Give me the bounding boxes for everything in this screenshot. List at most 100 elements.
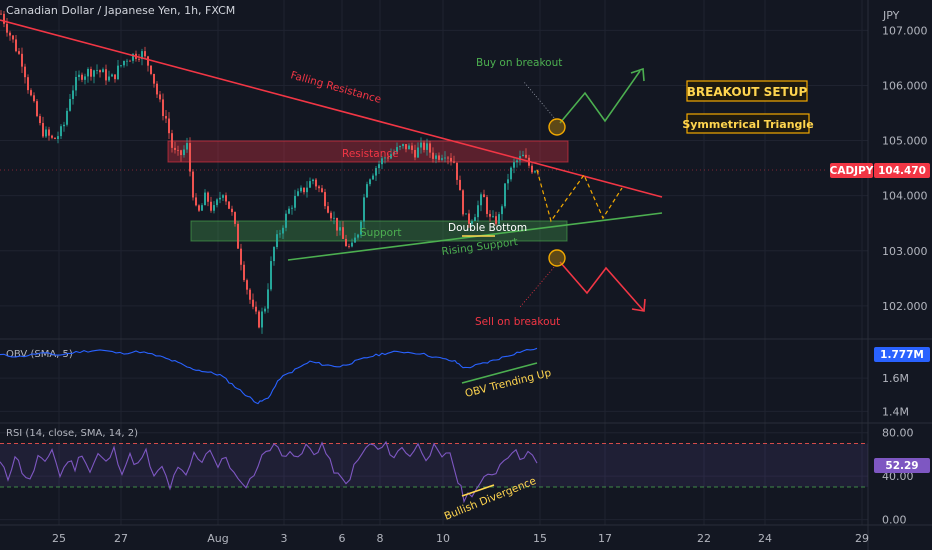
candle-body — [102, 69, 104, 73]
candle-body — [417, 147, 419, 158]
candle-body — [117, 65, 119, 80]
resistance-zone — [167, 140, 569, 163]
candle-body — [51, 135, 53, 138]
candle-body — [366, 184, 368, 198]
sell-arrow — [559, 261, 646, 312]
candle-body — [318, 186, 320, 189]
candle-body — [45, 129, 47, 137]
rsi-tick-label: 40.00 — [882, 470, 914, 483]
candle-body — [339, 227, 341, 231]
candle-body — [504, 183, 506, 207]
price-tick-label: 104.000 — [882, 190, 928, 203]
candle-body — [444, 157, 446, 159]
candle-body — [522, 154, 524, 157]
time-tick-label: 10 — [436, 532, 450, 545]
obv-value-text: 1.777M — [880, 349, 924, 361]
candle-body — [441, 158, 443, 160]
candle-body — [372, 175, 374, 180]
candle-body — [228, 201, 230, 209]
candle-body — [384, 157, 386, 159]
buy-arrow — [559, 67, 645, 124]
candle-body — [264, 308, 266, 312]
candle-body — [369, 179, 371, 185]
candle-body — [471, 220, 473, 224]
candle-body — [321, 188, 323, 193]
candle-body — [129, 60, 131, 62]
price-tick-label: 107.000 — [882, 24, 928, 37]
candle-body — [186, 143, 188, 150]
candle-body — [405, 144, 407, 150]
candle-body — [420, 142, 422, 148]
rsi-value-text: 52.29 — [885, 460, 918, 472]
candle-body — [81, 74, 83, 80]
candle-body — [525, 154, 527, 158]
candle-body — [333, 217, 335, 219]
candle-body — [201, 205, 203, 211]
candle-body — [462, 190, 464, 215]
candle-body — [213, 205, 215, 211]
candle-body — [363, 197, 365, 222]
candle-body — [231, 208, 233, 213]
time-tick-label: 27 — [114, 532, 128, 545]
candle-body — [426, 143, 428, 150]
candle-body — [177, 149, 179, 151]
candle-body — [18, 51, 20, 54]
candle-body — [501, 206, 503, 215]
candle-body — [66, 110, 68, 125]
candle-body — [69, 98, 71, 111]
candle-body — [48, 129, 50, 136]
candle-body — [78, 74, 80, 78]
time-tick-label: 3 — [281, 532, 288, 545]
candle-body — [234, 212, 236, 224]
candle-body — [99, 70, 101, 73]
sell-breakout-marker — [548, 249, 566, 267]
candle-body — [192, 171, 194, 198]
candle-body — [210, 201, 212, 211]
candle-body — [429, 143, 431, 153]
pattern-box: Symmetrical Triangle — [682, 113, 814, 134]
candle-body — [15, 39, 17, 52]
candle-body — [477, 205, 479, 218]
candle-body — [453, 161, 455, 163]
rsi-line — [0, 440, 538, 504]
candle-body — [399, 146, 401, 148]
candle-body — [342, 227, 344, 239]
candle-body — [30, 90, 32, 96]
support-zone-label: Support — [360, 227, 402, 239]
time-tick-label: 17 — [598, 532, 612, 545]
candle-body — [495, 216, 497, 224]
obv-label: OBV (SMA, 5) — [6, 349, 73, 360]
candle-body — [483, 194, 485, 198]
candle-body — [159, 94, 161, 100]
candle-body — [93, 70, 95, 77]
candle-body — [450, 157, 452, 162]
candle-body — [489, 213, 491, 217]
candle-body — [486, 197, 488, 214]
candle-body — [141, 51, 143, 60]
candle-body — [261, 311, 263, 328]
candle-body — [390, 154, 392, 159]
price-tick-label: 106.000 — [882, 79, 928, 92]
candle-body — [492, 216, 494, 217]
candle-body — [312, 179, 314, 182]
candle-body — [108, 76, 110, 81]
candle-body — [96, 70, 98, 71]
candle-body — [180, 150, 182, 156]
sell-leader-line — [519, 264, 557, 308]
candle-body — [72, 90, 74, 99]
candle-body — [144, 51, 146, 57]
buy-leader-line — [523, 81, 557, 121]
candle-body — [42, 123, 44, 137]
candle-body — [324, 192, 326, 207]
candle-body — [24, 66, 26, 78]
time-tick-label: 24 — [758, 532, 772, 545]
candle-body — [219, 197, 221, 200]
obv-value-badge: 1.777M — [874, 347, 930, 362]
time-tick-label: 8 — [377, 532, 384, 545]
candle-body — [132, 53, 134, 61]
candle-body — [294, 195, 296, 208]
candle-body — [150, 65, 152, 74]
obv-tick-label: 1.4M — [882, 405, 909, 418]
candle-body — [336, 217, 338, 231]
candle-body — [240, 248, 242, 265]
